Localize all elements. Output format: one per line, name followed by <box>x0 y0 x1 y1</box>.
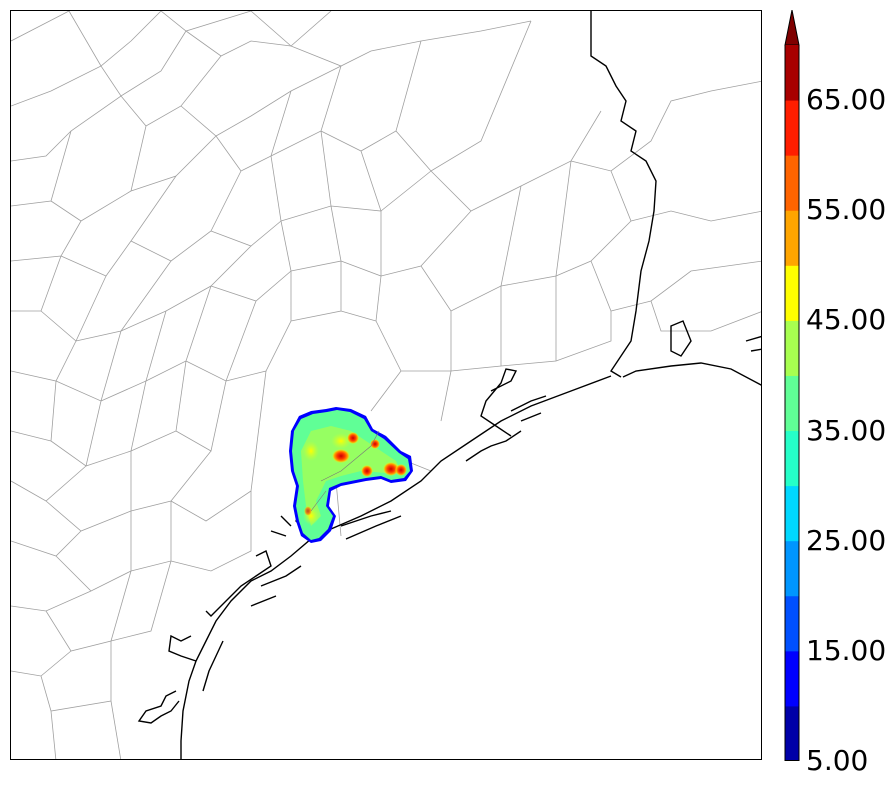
rainfall-field <box>289 407 413 543</box>
colorbar-band <box>785 595 799 652</box>
colorbar-tick-label: 45.00 <box>806 303 887 337</box>
coastline <box>137 11 761 759</box>
colorbar-band <box>785 430 799 487</box>
colorbar-band <box>785 100 799 156</box>
colorbar-band <box>785 650 799 707</box>
colorbar-band <box>785 485 799 542</box>
colorbar-tick-label: 35.00 <box>806 413 887 447</box>
colorbar-tick-label: 55.00 <box>806 193 887 227</box>
colorbar-band <box>785 265 799 321</box>
colorbar-band <box>785 375 799 432</box>
colorbar-band <box>785 210 799 266</box>
colorbar-band <box>785 320 799 376</box>
colorbar-tick-label: 15.00 <box>806 633 887 667</box>
colorbar-tick-label: 25.00 <box>806 523 887 557</box>
colorbar-frame <box>784 45 800 761</box>
colorbar-band <box>785 540 799 597</box>
county-overlay <box>310 430 380 512</box>
map-panel <box>10 10 762 760</box>
county-boundaries <box>11 11 761 759</box>
colorbar-tick-label: 65.00 <box>806 83 887 117</box>
colorbar-band <box>785 155 799 211</box>
map-canvas <box>11 11 761 759</box>
colorbar-bands <box>784 9 800 762</box>
colorbar <box>784 9 800 762</box>
colorbar-band <box>785 45 799 101</box>
colorbar-extend-arrow <box>784 9 800 46</box>
colorbar-band <box>785 705 799 762</box>
colorbar-tick-label: 5.00 <box>806 744 869 777</box>
